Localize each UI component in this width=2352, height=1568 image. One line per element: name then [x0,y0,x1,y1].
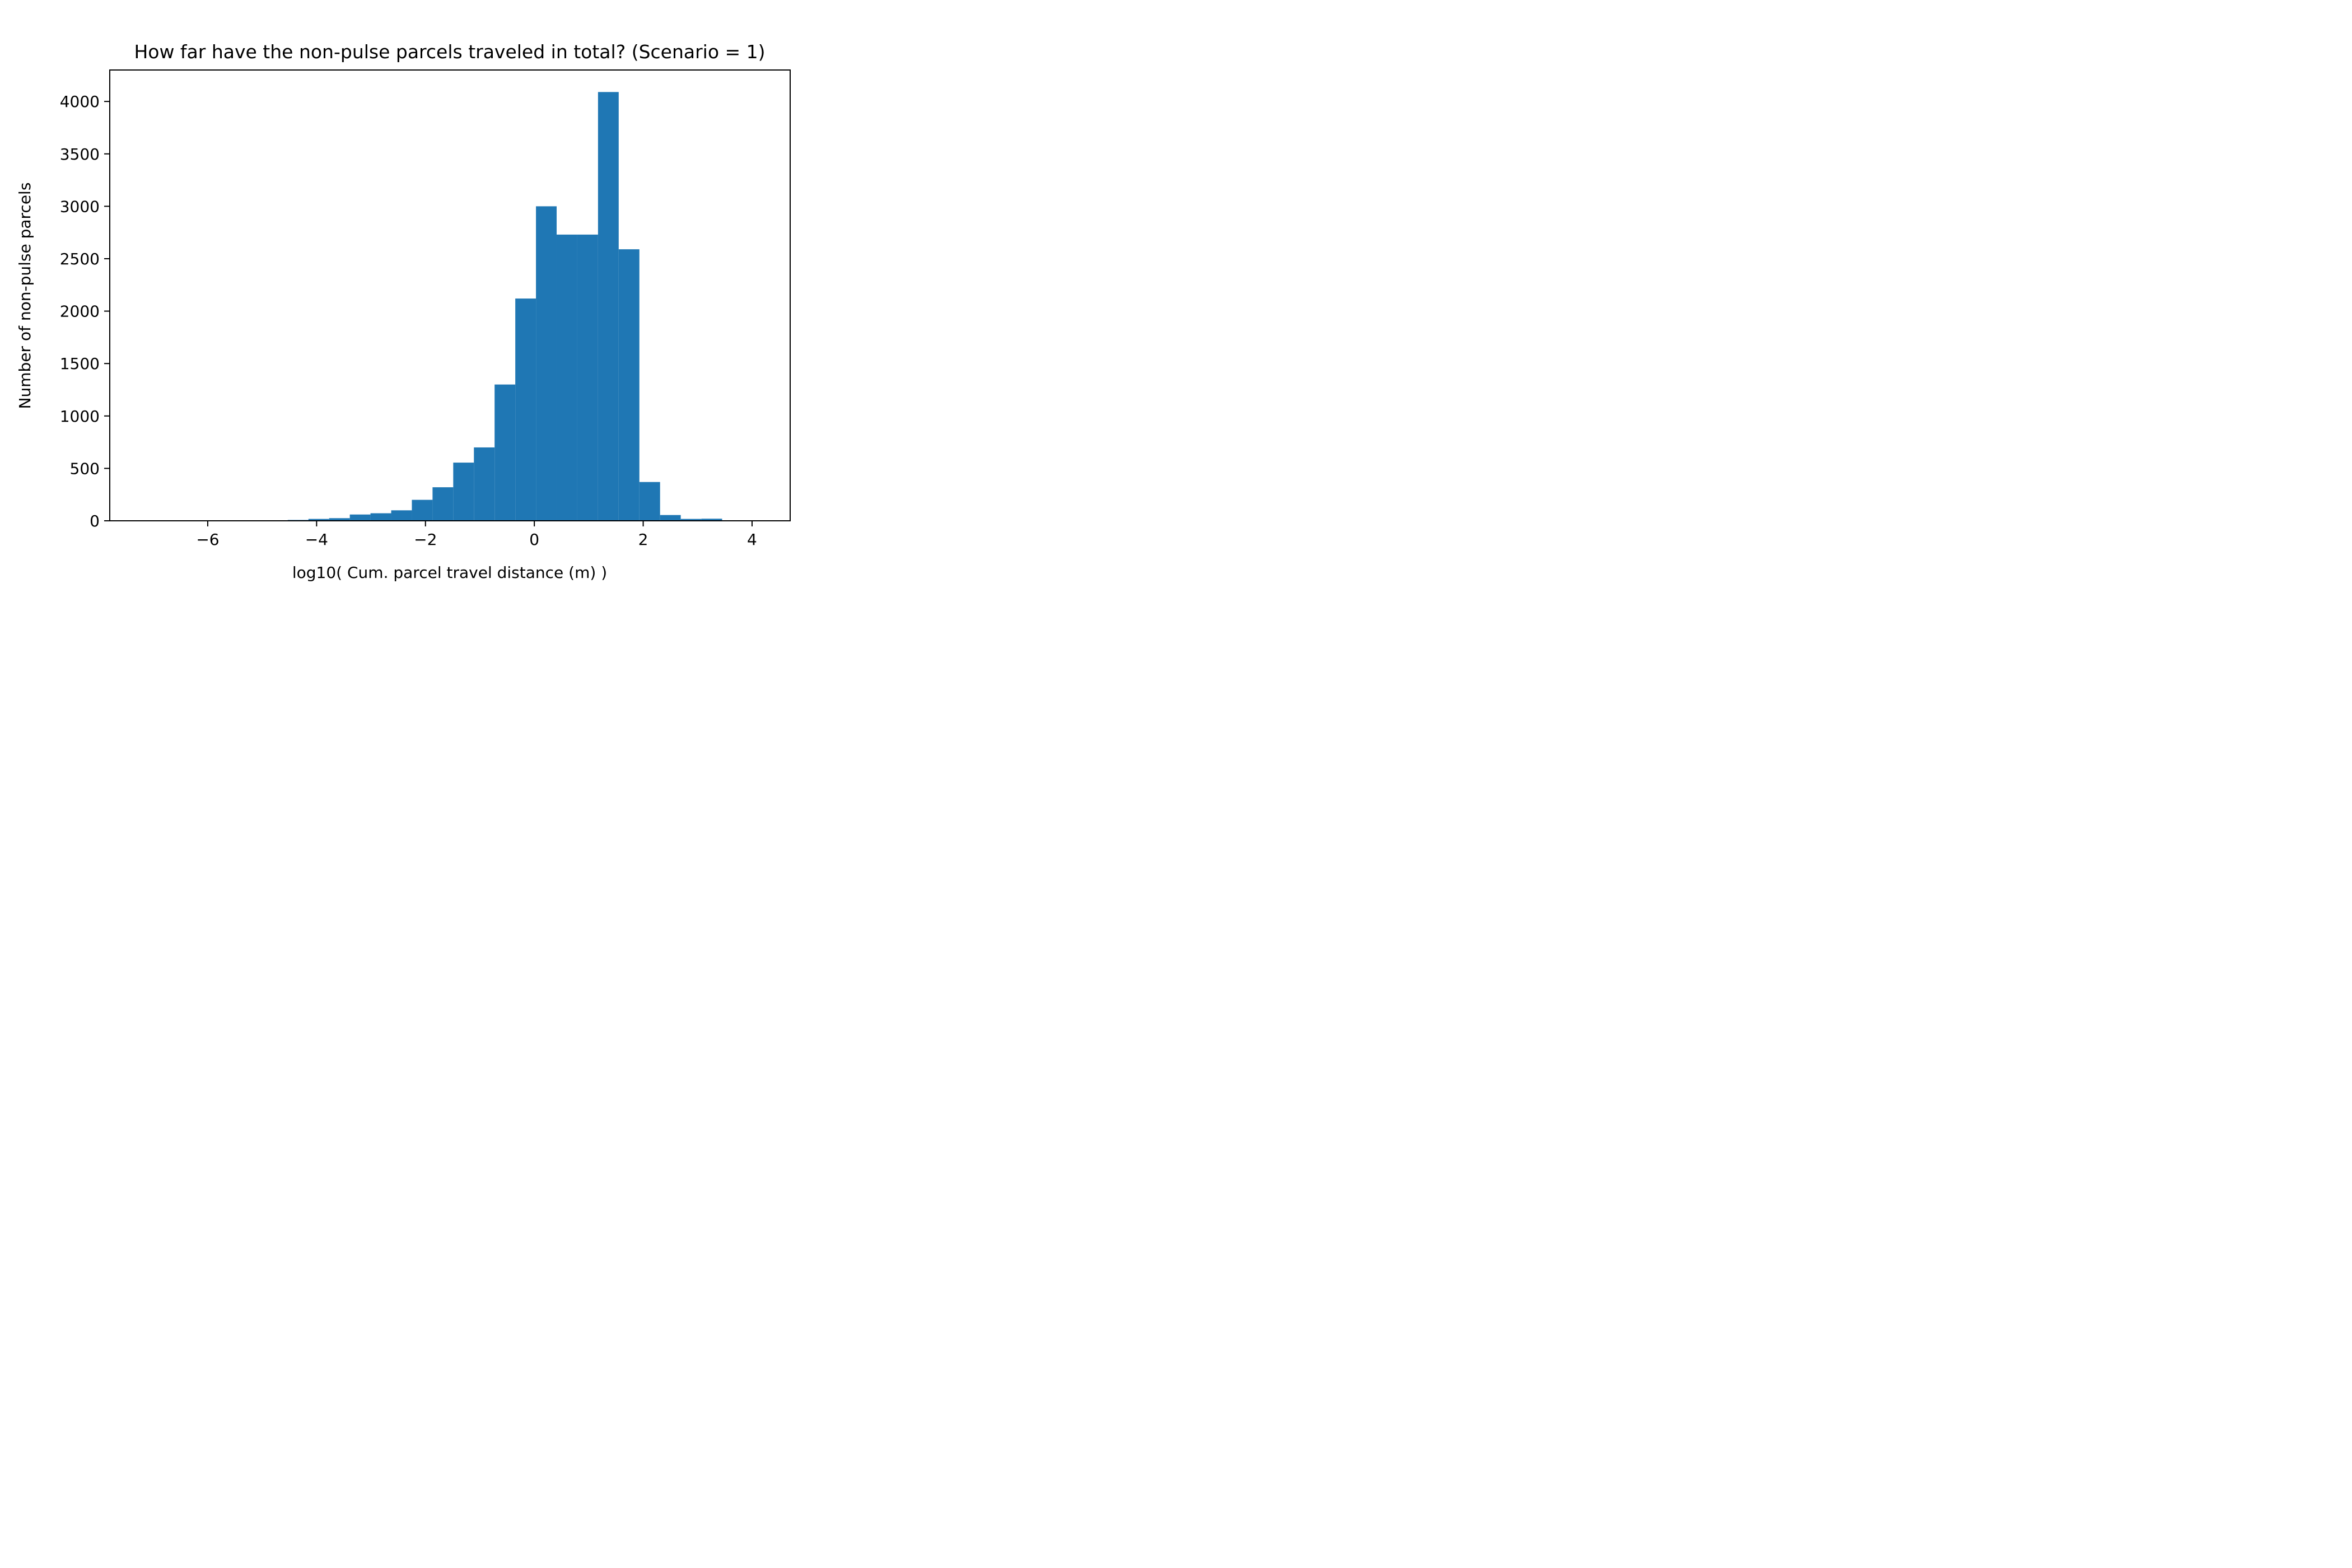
histogram-chart: How far have the non-pulse parcels trave… [16,41,791,582]
histogram-bar-16 [474,447,495,521]
histogram-bar-10 [349,514,371,521]
x-tick-label: −4 [305,530,328,549]
histogram-bar-24 [639,482,660,521]
y-tick-label: 3500 [60,145,100,164]
chart-title: How far have the non-pulse parcels trave… [134,41,765,63]
histogram-bar-18 [515,298,536,521]
y-axis-label: Number of non-pulse parcels [16,183,34,409]
x-tick-label: 4 [747,530,757,549]
histogram-bar-21 [577,234,598,521]
histogram-bar-19 [536,206,557,521]
x-axis-label: log10( Cum. parcel travel distance (m) ) [292,563,607,582]
y-tick-label: 0 [90,512,100,530]
x-tick-label: 0 [529,530,539,549]
y-tick-label: 2500 [60,250,100,268]
x-tick-label: −2 [414,530,437,549]
histogram-bar-9 [329,518,350,521]
x-tick-label: −6 [196,530,219,549]
y-tick-label: 4000 [60,92,100,111]
histogram-bar-8 [308,519,329,521]
y-tick-label: 2000 [60,302,100,321]
histogram-bar-17 [494,384,516,521]
y-tick-label: 1000 [60,407,100,426]
histogram-bar-13 [412,500,433,521]
histogram-bar-15 [453,463,474,521]
y-tick-label: 500 [70,459,100,478]
x-tick-label: 2 [638,530,648,549]
y-tick-label: 1500 [60,354,100,373]
bars-group [246,92,764,521]
x-axis-ticks: −6 −4 −2 0 2 4 [196,521,757,549]
histogram-bar-11 [370,513,391,521]
histogram-bar-22 [598,92,619,521]
histogram-bar-26 [680,519,702,521]
histogram-bar-12 [391,510,412,521]
plot-frame [109,69,791,521]
histogram-bar-14 [432,487,454,521]
histogram-bar-25 [660,515,681,521]
histogram-bar-27 [701,519,722,521]
y-tick-label: 3000 [60,197,100,216]
histogram-bar-23 [618,249,640,521]
y-axis-ticks: 0 500 1000 1500 2000 2500 3000 3500 4000 [60,92,110,530]
histogram-bar-20 [557,234,577,521]
chart-container: How far have the non-pulse parcels trave… [0,0,874,582]
